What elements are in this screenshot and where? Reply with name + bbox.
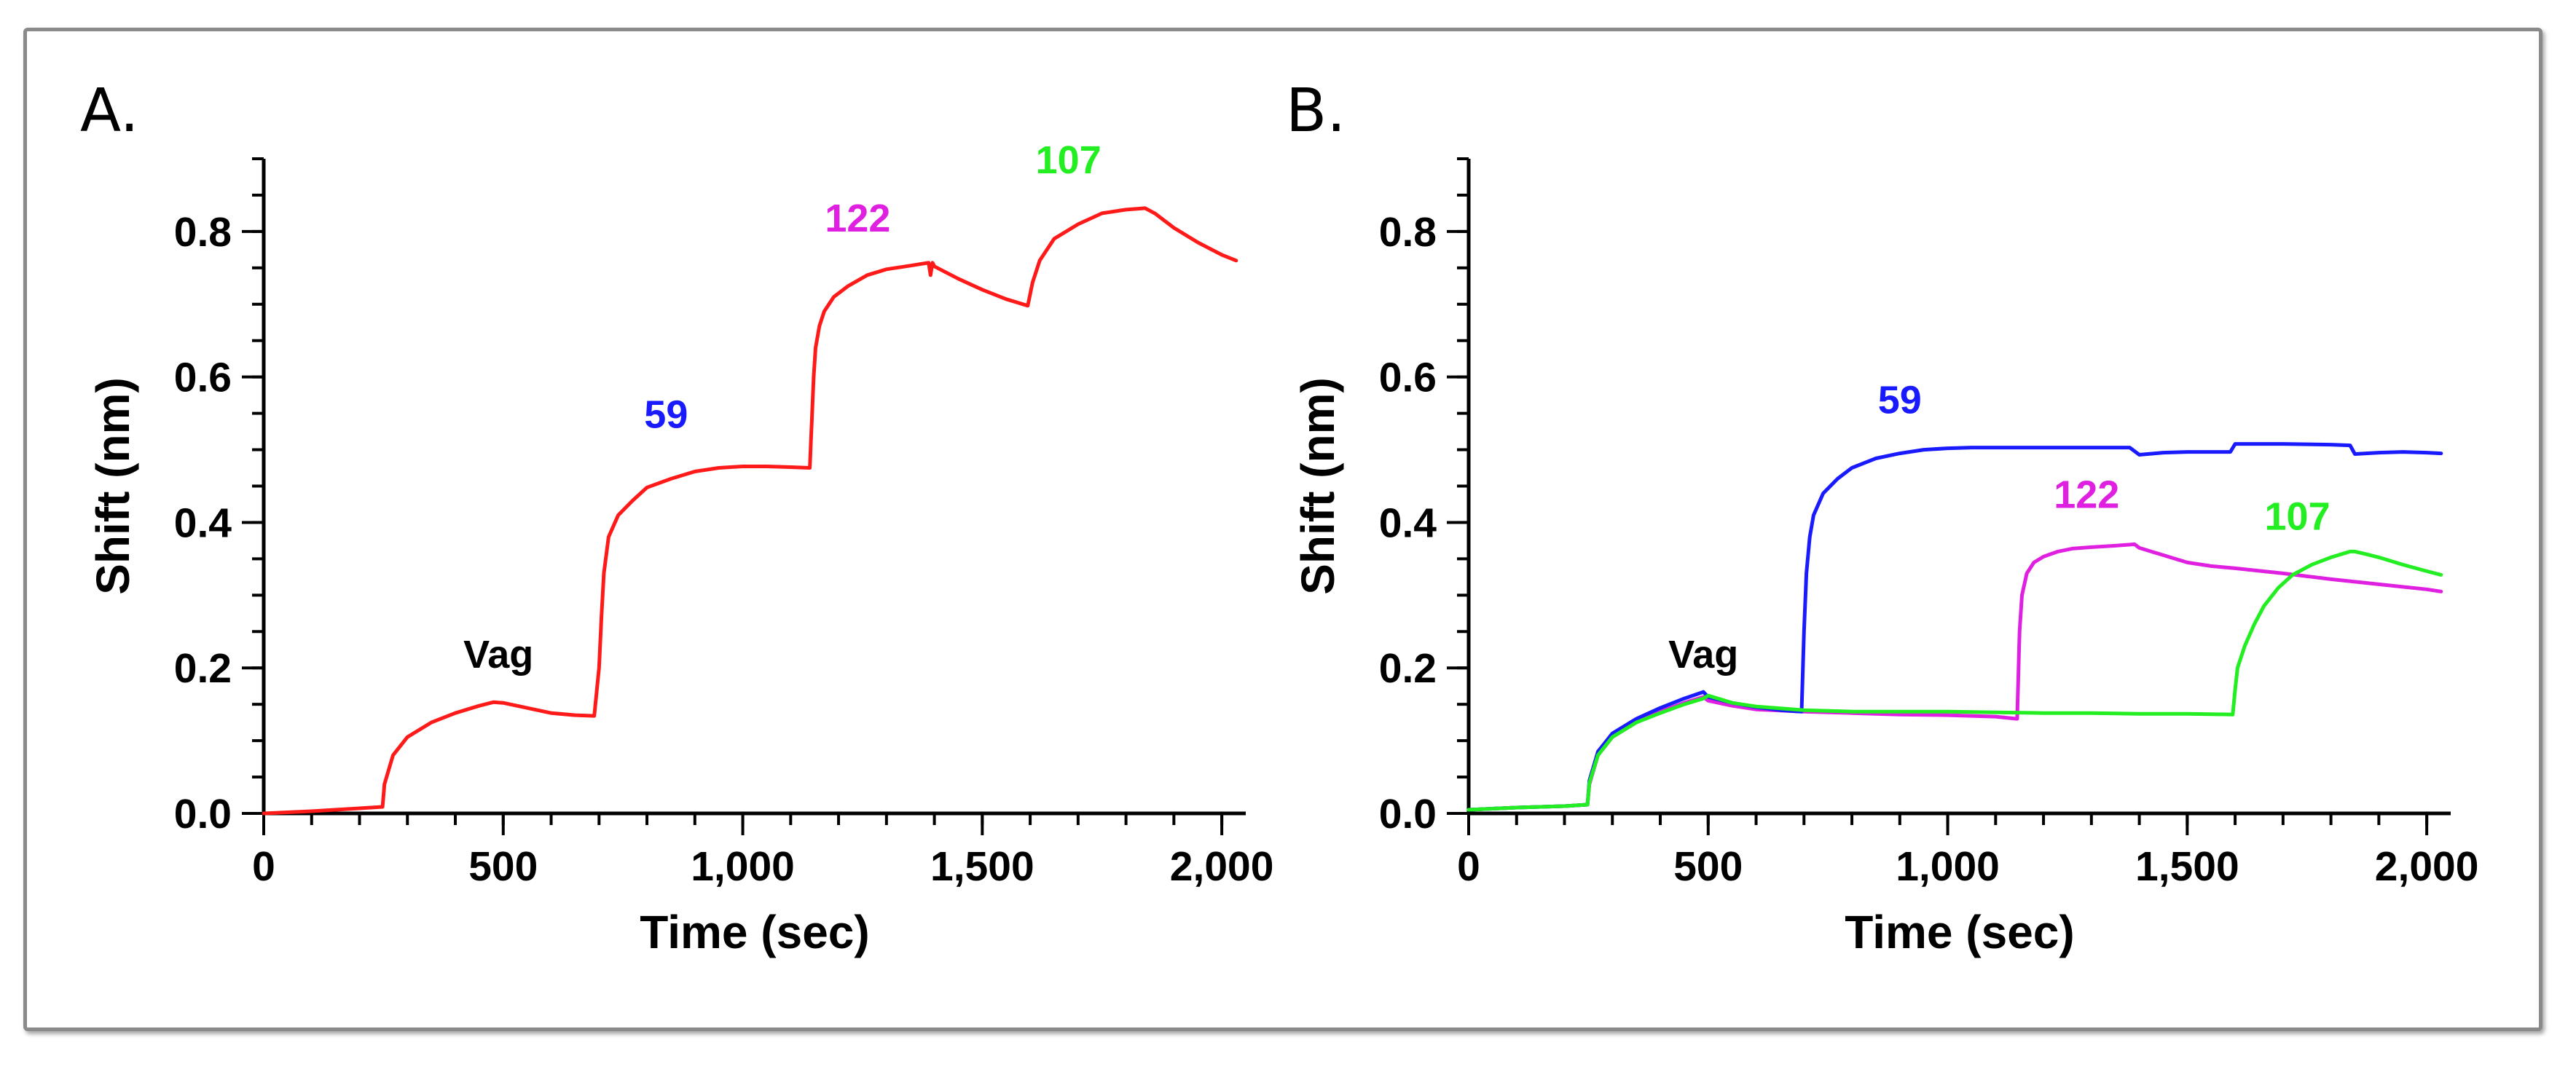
panel-label: A. (80, 76, 139, 146)
x-tick-label: 1,500 (2135, 843, 2239, 890)
y-tick-label: 0.0 (1379, 791, 1437, 837)
y-axis-title: Shift (nm) (1292, 377, 1344, 595)
x-tick-label: 1,000 (1896, 843, 2000, 890)
x-tick-label: 1,500 (930, 843, 1034, 890)
x-axis-title: Time (sec) (1845, 906, 2074, 958)
figure-frame (23, 28, 2542, 1031)
y-tick-label: 0.6 (174, 355, 232, 401)
series-line-107 (1466, 549, 2443, 812)
series-line-122 (1466, 542, 2443, 812)
y-axis-title: Shift (nm) (87, 377, 139, 595)
panel-label: B. (1286, 76, 1346, 146)
annotation-label: 107 (2265, 494, 2330, 538)
y-tick-label: 0.6 (1379, 355, 1437, 401)
y-tick-label: 0.4 (1379, 500, 1437, 546)
x-tick-label: 1,000 (691, 843, 795, 890)
y-tick-label: 0.8 (1379, 209, 1437, 256)
x-tick-label: 0 (1457, 843, 1480, 890)
annotation-label: 59 (644, 393, 688, 437)
x-tick-label: 0 (252, 843, 275, 890)
y-tick-label: 0.0 (174, 791, 232, 837)
annotation-label: Vag (1668, 633, 1738, 676)
annotation-label: 107 (1036, 138, 1102, 182)
x-axis-title: Time (sec) (640, 906, 869, 958)
series-line-sequential-binding (262, 206, 1238, 816)
annotation-label: Vag (463, 633, 533, 676)
x-tick-label: 2,000 (2375, 843, 2479, 890)
x-tick-label: 500 (1673, 843, 1743, 890)
x-tick-label: 2,000 (1170, 843, 1274, 890)
y-tick-label: 0.8 (174, 209, 232, 256)
annotation-label: 122 (2054, 473, 2119, 516)
annotation-label: 122 (825, 197, 890, 240)
chart-panel-b: B. 0.0 0.2 0.4 0.6 0.8 0 500 1,000 1,500 2,000 Time… (1286, 76, 2478, 958)
chart-panel-a: A. 0.0 0.2 0.4 0.6 0.8 0 500 1,000 1,500 2,000 Time… (80, 76, 1273, 958)
annotation-label: 59 (1878, 379, 1922, 422)
x-tick-label: 500 (468, 843, 538, 890)
y-tick-label: 0.2 (174, 645, 232, 692)
y-tick-label: 0.4 (174, 500, 232, 546)
series-line-59 (1466, 442, 2443, 812)
y-tick-label: 0.2 (1379, 645, 1437, 692)
